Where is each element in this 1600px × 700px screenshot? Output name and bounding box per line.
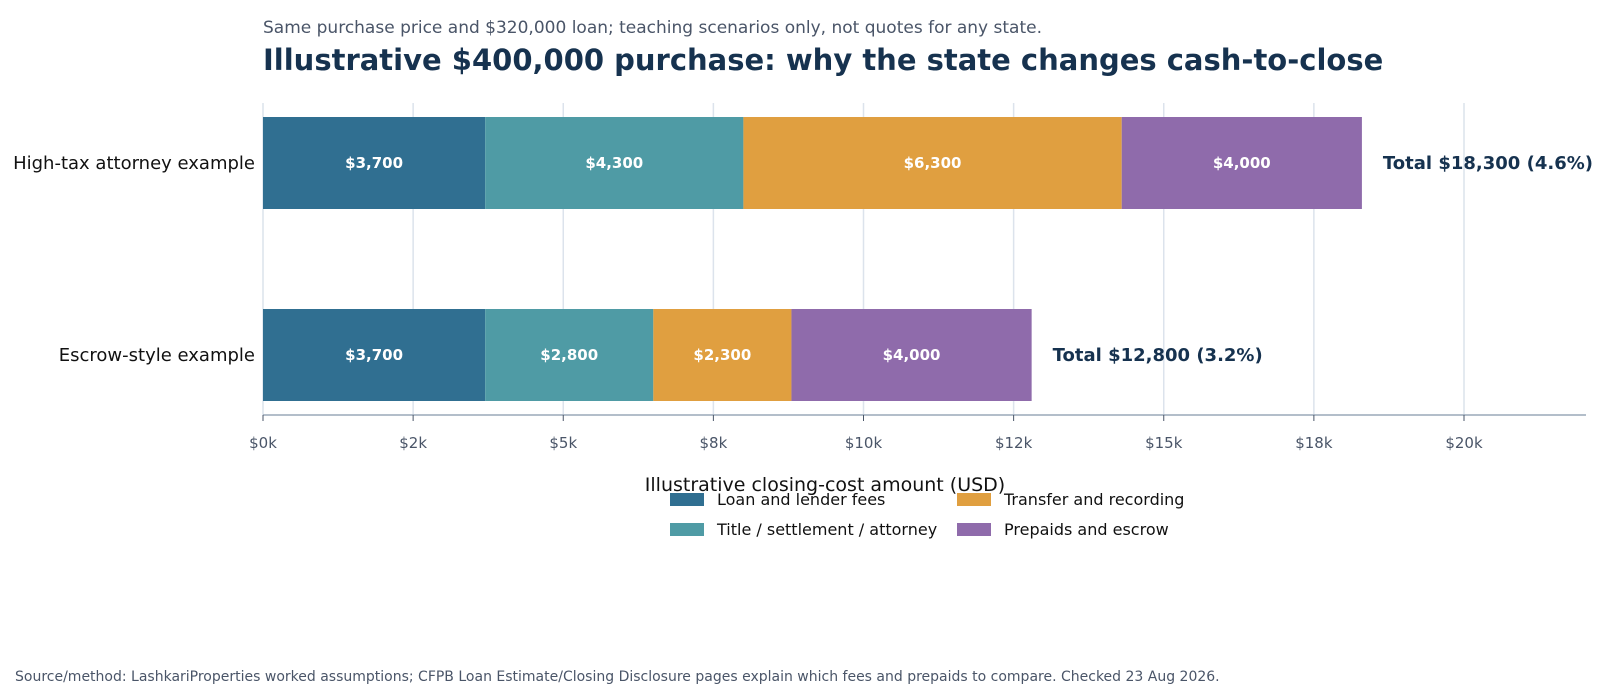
legend-swatch	[670, 523, 704, 536]
bar-segment	[263, 117, 486, 209]
segment-label: $4,000	[1213, 154, 1271, 172]
legend-label: Prepaids and escrow	[1004, 520, 1169, 539]
legend-item: Title / settlement / attorney	[670, 520, 937, 539]
bar-groups: High-tax attorney example $3,700 $4,300 $6,…	[13, 117, 1593, 401]
segment-label: $4,300	[585, 154, 643, 172]
x-tick-label: $8k	[699, 434, 727, 452]
bar-segment	[653, 309, 792, 401]
legend-swatch	[957, 493, 991, 506]
category-label: High-tax attorney example	[13, 153, 255, 174]
x-tick-label: $0k	[249, 434, 277, 452]
x-tick-label: $20k	[1445, 434, 1483, 452]
bar-segment	[485, 117, 744, 209]
legend-label: Transfer and recording	[1003, 490, 1184, 509]
x-tick-label: $12k	[995, 434, 1033, 452]
bar-group: High-tax attorney example $3,700 $4,300 $6,…	[13, 117, 1593, 209]
x-tick-label: $2k	[399, 434, 427, 452]
legend-swatch	[957, 523, 991, 536]
total-label: Total $12,800 (3.2%)	[1053, 345, 1263, 366]
chart-title: Illustrative $400,000 purchase: why the …	[263, 43, 1383, 77]
segment-label: $2,800	[540, 346, 598, 364]
legend-item: Prepaids and escrow	[957, 520, 1169, 539]
legend-label: Title / settlement / attorney	[716, 520, 937, 539]
total-label: Total $18,300 (4.6%)	[1383, 153, 1593, 174]
bar-segment	[791, 309, 1032, 401]
legend-label: Loan and lender fees	[717, 490, 885, 509]
segment-label: $2,300	[693, 346, 751, 364]
bar-segment	[263, 309, 486, 401]
chart-subtitle: Same purchase price and $320,000 loan; t…	[263, 18, 1042, 38]
source-note: Source/method: LashkariProperties worked…	[15, 669, 1220, 685]
category-label: Escrow-style example	[59, 345, 255, 366]
legend-item: Loan and lender fees	[670, 490, 885, 509]
bar-segment	[743, 117, 1122, 209]
segment-label: $3,700	[345, 346, 403, 364]
x-tick-label: $15k	[1145, 434, 1183, 452]
segment-label: $6,300	[904, 154, 962, 172]
legend-swatch	[670, 493, 704, 506]
bar-group: Escrow-style example $3,700 $2,800 $2,300 $4…	[59, 309, 1263, 401]
x-tick-label: $18k	[1295, 434, 1333, 452]
x-axis-label: Illustrative closing-cost amount (USD)	[645, 474, 1005, 496]
x-tick-label: $10k	[845, 434, 883, 452]
segment-label: $4,000	[883, 346, 941, 364]
legend: Loan and lender fees Transfer and recordi…	[670, 490, 1184, 539]
x-tick-label: $5k	[549, 434, 577, 452]
x-axis-ticks: $0k $2k $5k $8k $10k $12k $15k $18k $20k	[249, 415, 1483, 452]
legend-item: Transfer and recording	[957, 490, 1184, 509]
bar-segment	[485, 309, 654, 401]
segment-label: $3,700	[345, 154, 403, 172]
bar-segment	[1121, 117, 1362, 209]
